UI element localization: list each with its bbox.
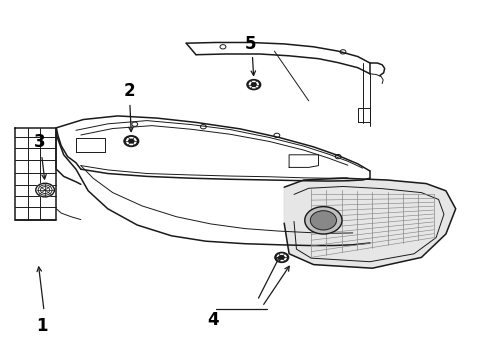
Circle shape xyxy=(126,138,136,145)
Text: 1: 1 xyxy=(36,317,48,335)
Circle shape xyxy=(249,81,258,88)
Circle shape xyxy=(124,136,139,147)
Text: 2: 2 xyxy=(124,82,136,100)
Text: 5: 5 xyxy=(245,35,257,53)
Circle shape xyxy=(310,211,337,230)
Circle shape xyxy=(251,83,256,86)
Polygon shape xyxy=(284,178,456,268)
Circle shape xyxy=(36,183,54,197)
Circle shape xyxy=(129,139,134,143)
Text: 4: 4 xyxy=(207,311,219,329)
Circle shape xyxy=(247,80,261,90)
Circle shape xyxy=(279,256,284,259)
Circle shape xyxy=(305,207,342,234)
Text: 3: 3 xyxy=(34,133,46,151)
Circle shape xyxy=(277,254,286,261)
Circle shape xyxy=(275,252,289,262)
